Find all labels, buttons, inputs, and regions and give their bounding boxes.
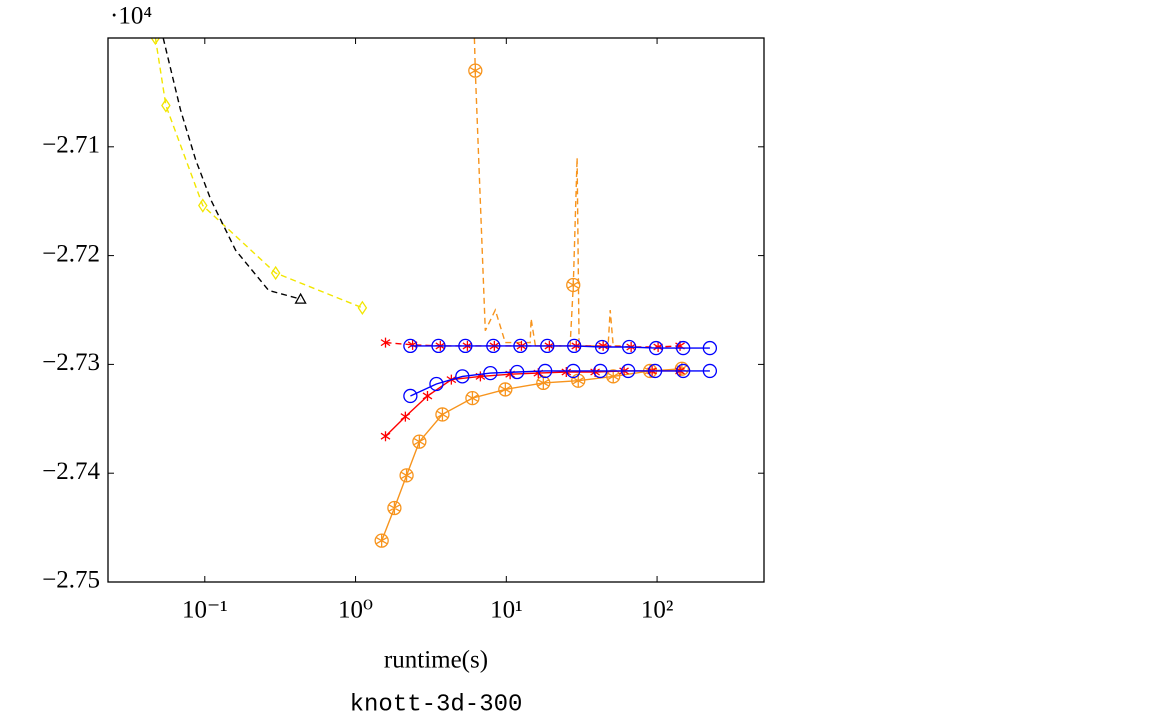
marker [429, 376, 444, 392]
series-line [473, 38, 623, 347]
y-tick-label: −2.72 [42, 240, 100, 267]
marker [510, 364, 525, 380]
y-tick-label: −2.75 [42, 567, 100, 594]
marker [498, 382, 513, 397]
marker [702, 363, 718, 379]
marker [198, 198, 208, 213]
marker [567, 338, 582, 354]
y-multiplier: ·10⁴ [110, 3, 152, 30]
marker [483, 365, 498, 381]
marker [374, 533, 389, 548]
marker [598, 340, 609, 351]
marker [400, 411, 411, 422]
marker [676, 363, 691, 379]
marker [468, 63, 483, 78]
series-line [410, 345, 710, 349]
marker [540, 338, 555, 354]
marker [486, 338, 501, 354]
marker [422, 390, 433, 401]
marker [161, 98, 171, 113]
marker [150, 38, 161, 46]
marker [606, 369, 621, 384]
x-tick-label: 10⁰ [338, 597, 373, 624]
x-tick-label: 10¹ [490, 597, 523, 624]
y-tick-label: −2.74 [42, 458, 100, 485]
marker [380, 431, 391, 442]
marker [674, 361, 689, 376]
y-tick-label: −2.71 [42, 132, 100, 159]
plot-area [150, 38, 718, 548]
chart-caption: knott-3d-300 [350, 691, 523, 718]
marker [571, 373, 586, 388]
marker [403, 388, 418, 404]
marker [412, 434, 427, 449]
x-tick-label: 10⁻¹ [182, 597, 228, 624]
x-axis-label: runtime(s) [384, 647, 488, 674]
series-line [154, 38, 363, 309]
plot-frame [107, 37, 765, 583]
marker [270, 265, 281, 281]
series-line [385, 370, 680, 437]
marker [399, 468, 414, 483]
marker [387, 500, 402, 516]
marker [647, 363, 663, 379]
marker [465, 390, 480, 406]
marker [435, 407, 450, 422]
marker [294, 292, 307, 304]
x-tick-label: 10² [641, 597, 674, 624]
marker [380, 337, 391, 348]
marker [676, 340, 691, 356]
series-line [162, 38, 301, 300]
marker [566, 363, 581, 379]
marker [403, 338, 418, 354]
marker [702, 340, 718, 356]
marker [566, 277, 581, 293]
series-line [381, 368, 682, 541]
marker [536, 375, 551, 391]
marker [648, 340, 664, 356]
marker [622, 339, 637, 355]
y-tick-label: −2.73 [42, 349, 100, 376]
marker [357, 300, 368, 315]
marker [594, 339, 610, 355]
marker [455, 369, 470, 384]
series-line [410, 370, 710, 397]
marker [538, 363, 553, 379]
marker [431, 338, 446, 354]
marker [621, 363, 636, 379]
marker [458, 338, 473, 354]
marker [593, 363, 608, 379]
marker [513, 338, 528, 354]
